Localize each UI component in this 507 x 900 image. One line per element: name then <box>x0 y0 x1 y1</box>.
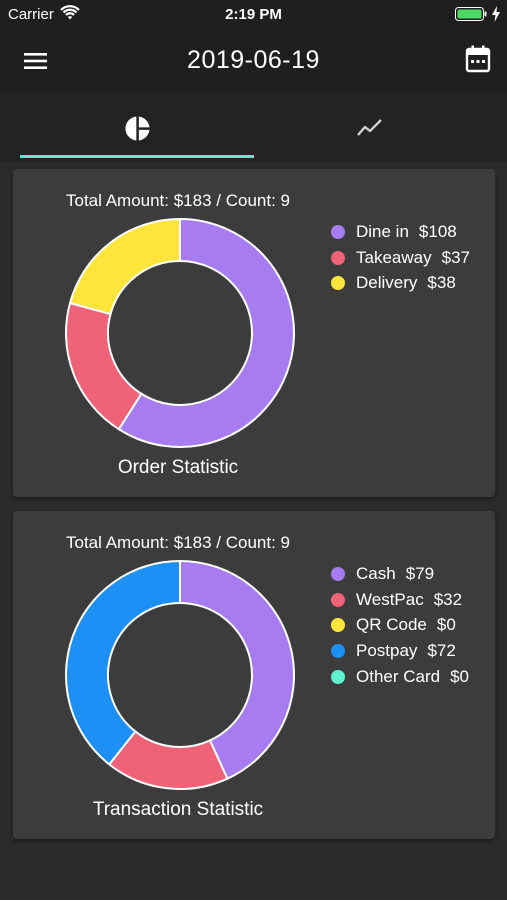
legend-item-other-card: Other Card $0 <box>331 664 469 690</box>
donut-slice-postpay <box>65 559 181 766</box>
transaction-total-summary: Total Amount: $183 / Count: 9 <box>66 533 290 552</box>
legend-value: $0 <box>436 615 456 635</box>
charging-icon <box>492 6 500 22</box>
legend-label: Takeaway <box>356 247 432 267</box>
legend-dot <box>331 566 345 581</box>
tab-bar <box>0 92 507 162</box>
legend-label: QR Code <box>356 615 427 635</box>
transaction-donut-chart <box>65 559 295 790</box>
legend-dot <box>331 669 345 684</box>
donut-slice-dine-in <box>117 217 295 448</box>
legend-dot <box>331 592 345 607</box>
order-statistic-card: Total Amount: $183 / Count: 9 Order Stat… <box>13 169 495 497</box>
legend-item-delivery: Delivery $38 <box>331 270 470 296</box>
legend-value: $37 <box>441 247 470 267</box>
order-chart-title: Order Statistic <box>117 457 239 478</box>
legend-dot <box>331 643 345 658</box>
line-chart-icon <box>357 119 382 136</box>
donut-slice-delivery <box>68 217 181 316</box>
legend-dot <box>331 250 345 265</box>
tab-pie-chart[interactable] <box>0 92 253 158</box>
legend-label: Other Card <box>356 666 441 686</box>
donut-slice-cash <box>179 559 295 780</box>
legend-dot <box>331 618 345 633</box>
transaction-chart-title: Transaction Statistic <box>92 799 264 820</box>
tab-line-chart[interactable] <box>254 92 507 158</box>
active-tab-indicator <box>20 155 254 158</box>
order-donut-chart <box>65 217 295 448</box>
transaction-statistic-card: Total Amount: $183 / Count: 9 Transactio… <box>13 511 495 839</box>
legend-label: Dine in <box>356 221 409 241</box>
order-total-summary: Total Amount: $183 / Count: 9 <box>66 191 290 210</box>
legend-value: $0 <box>450 666 470 686</box>
order-legend: Dine in $108 Takeaway $37 Delivery $38 <box>331 219 470 296</box>
legend-value: $38 <box>427 273 456 293</box>
app-header: 2019-06-19 <box>0 30 507 92</box>
calendar-icon[interactable] <box>465 44 491 74</box>
legend-value: $108 <box>418 221 457 241</box>
legend-item-westpac: WestPac $32 <box>331 587 469 613</box>
legend-label: WestPac <box>356 589 424 609</box>
legend-item-qr-code: QR Code $0 <box>331 612 469 638</box>
page-title: 2019-06-19 <box>187 46 320 74</box>
battery-icon <box>455 7 487 21</box>
legend-label: Delivery <box>356 273 418 293</box>
wifi-icon <box>60 5 80 20</box>
legend-value: $79 <box>405 563 435 583</box>
pie-chart-icon <box>125 115 151 142</box>
legend-label: Cash <box>356 563 396 583</box>
legend-dot <box>331 224 345 239</box>
status-time: 2:19 PM <box>225 6 282 23</box>
menu-icon[interactable] <box>20 46 50 76</box>
legend-item-takeaway: Takeaway $37 <box>331 245 470 271</box>
status-bar: Carrier 2:19 PM <box>0 0 507 30</box>
donut-slice-takeaway <box>65 301 143 431</box>
transaction-legend: Cash $79 WestPac $32 QR Code $0 Postpay … <box>331 561 469 689</box>
legend-dot <box>331 276 345 291</box>
legend-item-dine-in: Dine in $108 <box>331 219 470 245</box>
legend-label: Postpay <box>356 640 418 660</box>
legend-item-cash: Cash $79 <box>331 561 469 587</box>
legend-value: $72 <box>427 640 456 660</box>
legend-value: $32 <box>433 589 463 609</box>
carrier-label: Carrier <box>8 6 54 23</box>
legend-item-postpay: Postpay $72 <box>331 638 469 664</box>
